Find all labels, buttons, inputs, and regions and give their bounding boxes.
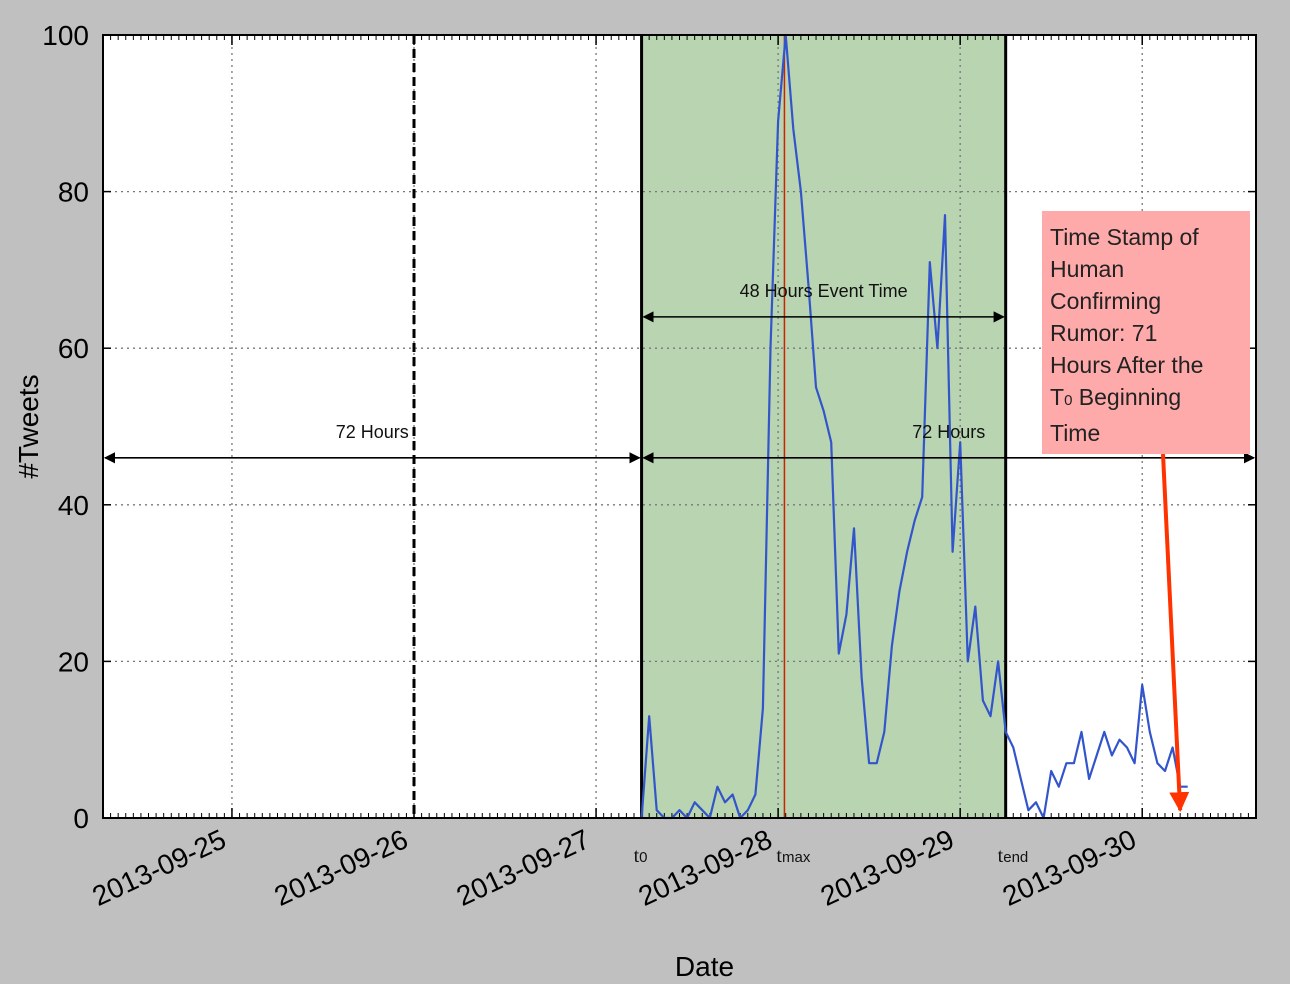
time-marker-sub: 0 bbox=[639, 849, 647, 866]
annotation-line: Human bbox=[1050, 256, 1125, 282]
time-marker-sub: end bbox=[1003, 849, 1028, 866]
time-marker-label: tend bbox=[998, 845, 1029, 867]
y-tick-label: 40 bbox=[58, 490, 89, 521]
y-tick-label: 80 bbox=[58, 177, 89, 208]
y-tick-label: 100 bbox=[42, 20, 89, 51]
annotation-line-t0: T0 Beginning bbox=[1050, 381, 1242, 417]
time-marker-base: t bbox=[998, 845, 1004, 867]
x-tick-label: 2013-09-26 bbox=[270, 823, 413, 912]
span-label: 48 Hours Event Time bbox=[740, 281, 908, 301]
time-marker-label: tmax bbox=[776, 845, 810, 867]
annotation-t0-suffix: Beginning bbox=[1072, 384, 1182, 410]
time-marker-sub: max bbox=[782, 849, 811, 866]
span-label: 72 Hours bbox=[912, 422, 985, 442]
x-tick-label: 2013-09-25 bbox=[88, 823, 231, 912]
y-tick-label: 0 bbox=[73, 803, 89, 834]
x-tick-label: 2013-09-30 bbox=[998, 823, 1141, 912]
time-marker-base: t bbox=[634, 845, 640, 867]
annotation-box: Time Stamp of Human Confirming Rumor: 71… bbox=[1042, 211, 1250, 454]
annotation-line: Rumor: 71 bbox=[1050, 320, 1158, 346]
annotation-arrow bbox=[1161, 453, 1190, 813]
annotation-line: Hours After the bbox=[1050, 352, 1204, 378]
x-tick-label: 2013-09-29 bbox=[816, 823, 959, 912]
y-axis-label: #Tweets bbox=[13, 374, 44, 478]
annotation-line: Confirming bbox=[1050, 288, 1162, 314]
annotation-line: Time bbox=[1050, 420, 1101, 446]
annotation-t0-base: T bbox=[1050, 384, 1065, 410]
x-tick-label: 2013-09-28 bbox=[634, 823, 777, 912]
time-marker-label: t0 bbox=[634, 845, 648, 867]
event-window-region bbox=[641, 35, 1006, 818]
x-tick-label: 2013-09-27 bbox=[452, 823, 595, 912]
span-label: 72 Hours bbox=[336, 422, 409, 442]
y-tick-label: 20 bbox=[58, 646, 89, 677]
annotation-line: Time Stamp of bbox=[1050, 224, 1199, 250]
time-marker-base: t bbox=[776, 845, 782, 867]
plot-frame bbox=[102, 34, 1257, 819]
y-tick-label: 60 bbox=[58, 333, 89, 364]
annotation-t0-sub: 0 bbox=[1064, 392, 1073, 409]
tweet-series-line bbox=[640, 33, 1188, 820]
x-axis-label: Date bbox=[675, 951, 734, 982]
